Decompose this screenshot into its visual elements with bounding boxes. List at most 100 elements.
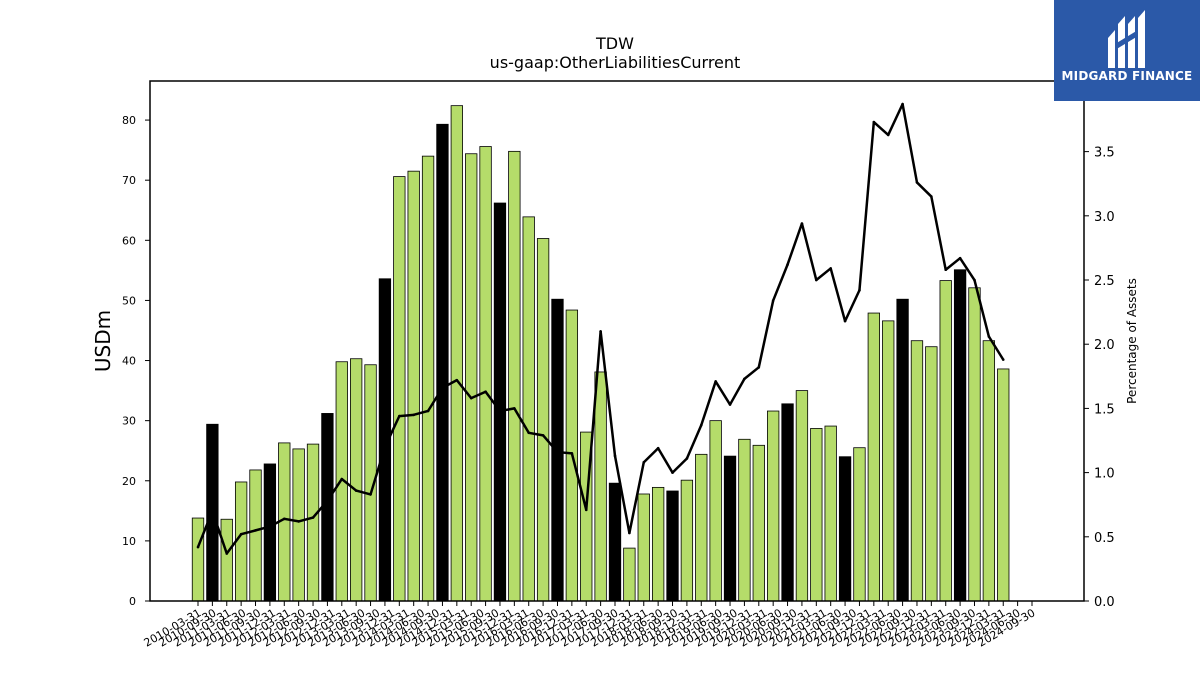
- line-point: [484, 390, 487, 394]
- line-point: [628, 531, 631, 535]
- line-point: [815, 278, 818, 282]
- line-point: [599, 330, 602, 333]
- line-point: [771, 299, 775, 302]
- y2-tick-label: 0.5: [1094, 531, 1115, 546]
- line-series: [196, 102, 1005, 555]
- y-tick-label: 70: [122, 174, 136, 187]
- bar: [450, 105, 463, 602]
- y2-tick-label: 2.0: [1094, 338, 1115, 353]
- bar: [997, 368, 1010, 602]
- y-tick-label: 40: [122, 355, 136, 368]
- line-point: [843, 319, 847, 323]
- line-point: [268, 525, 272, 528]
- bar: [925, 346, 938, 602]
- bar: [263, 463, 277, 602]
- bar: [982, 340, 996, 602]
- line-point: [455, 378, 459, 382]
- line-point: [973, 278, 976, 282]
- bar: [249, 469, 262, 602]
- line-point: [901, 102, 904, 106]
- y-axis-right: 0.0 0.5 1.0 1.5 2.0 2.5 3.0 3.5: [1084, 146, 1115, 610]
- line-point: [699, 423, 703, 427]
- line-point: [642, 461, 646, 464]
- line-point: [728, 403, 732, 406]
- bar: [220, 518, 233, 602]
- logo-text: MIDGARD FINANCE: [1061, 69, 1193, 83]
- line-point: [211, 509, 214, 513]
- line-point: [613, 454, 617, 458]
- bar: [709, 420, 722, 602]
- bar: [795, 390, 809, 602]
- y2-tick-label: 2.5: [1094, 274, 1115, 289]
- bar: [594, 371, 607, 602]
- line-point: [498, 409, 502, 413]
- bar: [292, 448, 305, 602]
- line-point: [513, 407, 516, 410]
- bar: [910, 340, 924, 602]
- y2-tick-label: 1.5: [1094, 402, 1115, 417]
- line-point: [383, 445, 387, 449]
- line-point: [757, 366, 761, 369]
- line-point: [196, 545, 200, 549]
- bar: [738, 438, 751, 602]
- bar: [393, 176, 406, 602]
- line-point: [354, 489, 358, 492]
- y-axis-left: 0 10 20 30 40 50 60 70 80: [122, 114, 150, 608]
- line-point: [714, 380, 717, 383]
- midgard-logo-icon: [1108, 10, 1145, 68]
- chart-subtitle: us-gaap:OtherLiabilitiesCurrent: [490, 53, 741, 72]
- bar: [623, 547, 636, 602]
- bar: [508, 150, 521, 602]
- line-point: [398, 414, 401, 418]
- bar: [421, 155, 435, 602]
- bar: [838, 456, 852, 602]
- line-point: [469, 396, 473, 400]
- bar: [781, 403, 794, 602]
- bar: [551, 298, 564, 602]
- line-point: [800, 222, 804, 225]
- line-point: [1001, 358, 1005, 361]
- line-point: [570, 452, 574, 455]
- bar: [939, 280, 952, 602]
- line-point: [527, 431, 531, 435]
- bar: [824, 425, 837, 602]
- line-point: [584, 508, 588, 512]
- y-tick-label: 10: [122, 535, 136, 548]
- bar: [867, 312, 880, 602]
- bar: [680, 479, 694, 602]
- y2-tick-label: 0.0: [1094, 595, 1115, 610]
- plot-frame: [149, 80, 1085, 602]
- y-tick-label: 80: [122, 114, 136, 127]
- line-point: [915, 181, 919, 184]
- bar: [651, 486, 665, 602]
- line-point: [282, 517, 286, 521]
- bar: [752, 444, 765, 602]
- y2-tick-label: 3.5: [1094, 146, 1115, 161]
- bar: [637, 493, 650, 602]
- bar-series: [191, 105, 1010, 602]
- line-point: [930, 195, 933, 198]
- line-point: [987, 335, 991, 338]
- line-point: [541, 434, 545, 437]
- line-point: [340, 477, 344, 481]
- bar: [882, 320, 895, 602]
- bar: [407, 170, 420, 602]
- line-point: [858, 288, 861, 292]
- bar: [695, 453, 708, 602]
- bar: [479, 146, 492, 602]
- bar: [767, 410, 780, 602]
- line-point: [656, 446, 660, 450]
- line-point: [239, 532, 243, 536]
- line-point: [412, 413, 415, 417]
- chart-title: TDW: [595, 34, 634, 53]
- line-point: [297, 520, 300, 523]
- line-point: [254, 529, 257, 532]
- bar: [608, 482, 622, 602]
- bar: [536, 238, 550, 602]
- line-point: [441, 386, 444, 390]
- bar: [350, 358, 363, 602]
- y2-tick-label: 1.0: [1094, 467, 1115, 482]
- line-point: [886, 133, 890, 137]
- line-point: [311, 516, 315, 519]
